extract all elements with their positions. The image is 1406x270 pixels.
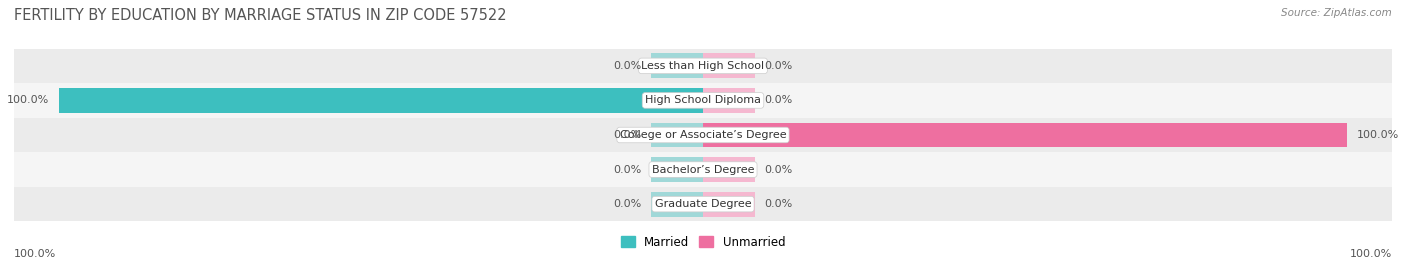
Text: 0.0%: 0.0% xyxy=(765,61,793,71)
Bar xyxy=(14,118,1392,152)
Text: 100.0%: 100.0% xyxy=(7,95,49,106)
Bar xyxy=(14,187,1392,221)
Text: 0.0%: 0.0% xyxy=(613,130,641,140)
Text: 0.0%: 0.0% xyxy=(613,61,641,71)
Bar xyxy=(703,88,755,113)
Bar xyxy=(703,157,755,182)
Text: Source: ZipAtlas.com: Source: ZipAtlas.com xyxy=(1281,8,1392,18)
Bar xyxy=(703,192,755,217)
Text: 100.0%: 100.0% xyxy=(1357,130,1399,140)
Bar xyxy=(14,152,1392,187)
Text: FERTILITY BY EDUCATION BY MARRIAGE STATUS IN ZIP CODE 57522: FERTILITY BY EDUCATION BY MARRIAGE STATU… xyxy=(14,8,506,23)
Text: 0.0%: 0.0% xyxy=(613,199,641,209)
Text: 0.0%: 0.0% xyxy=(765,164,793,175)
Bar xyxy=(14,49,1392,83)
Text: College or Associate’s Degree: College or Associate’s Degree xyxy=(620,130,786,140)
Text: Graduate Degree: Graduate Degree xyxy=(655,199,751,209)
Text: Bachelor’s Degree: Bachelor’s Degree xyxy=(652,164,754,175)
Legend: Married, Unmarried: Married, Unmarried xyxy=(616,231,790,254)
Bar xyxy=(651,53,703,78)
Text: Less than High School: Less than High School xyxy=(641,61,765,71)
Text: 100.0%: 100.0% xyxy=(14,249,56,259)
Text: High School Diploma: High School Diploma xyxy=(645,95,761,106)
Text: 0.0%: 0.0% xyxy=(765,95,793,106)
Text: 0.0%: 0.0% xyxy=(613,164,641,175)
Text: 0.0%: 0.0% xyxy=(765,199,793,209)
Bar xyxy=(703,53,755,78)
Bar xyxy=(651,192,703,217)
Bar xyxy=(651,123,703,147)
Bar xyxy=(651,157,703,182)
Bar xyxy=(14,83,1392,118)
Bar xyxy=(59,88,703,113)
Text: 100.0%: 100.0% xyxy=(1350,249,1392,259)
Bar xyxy=(703,123,1347,147)
